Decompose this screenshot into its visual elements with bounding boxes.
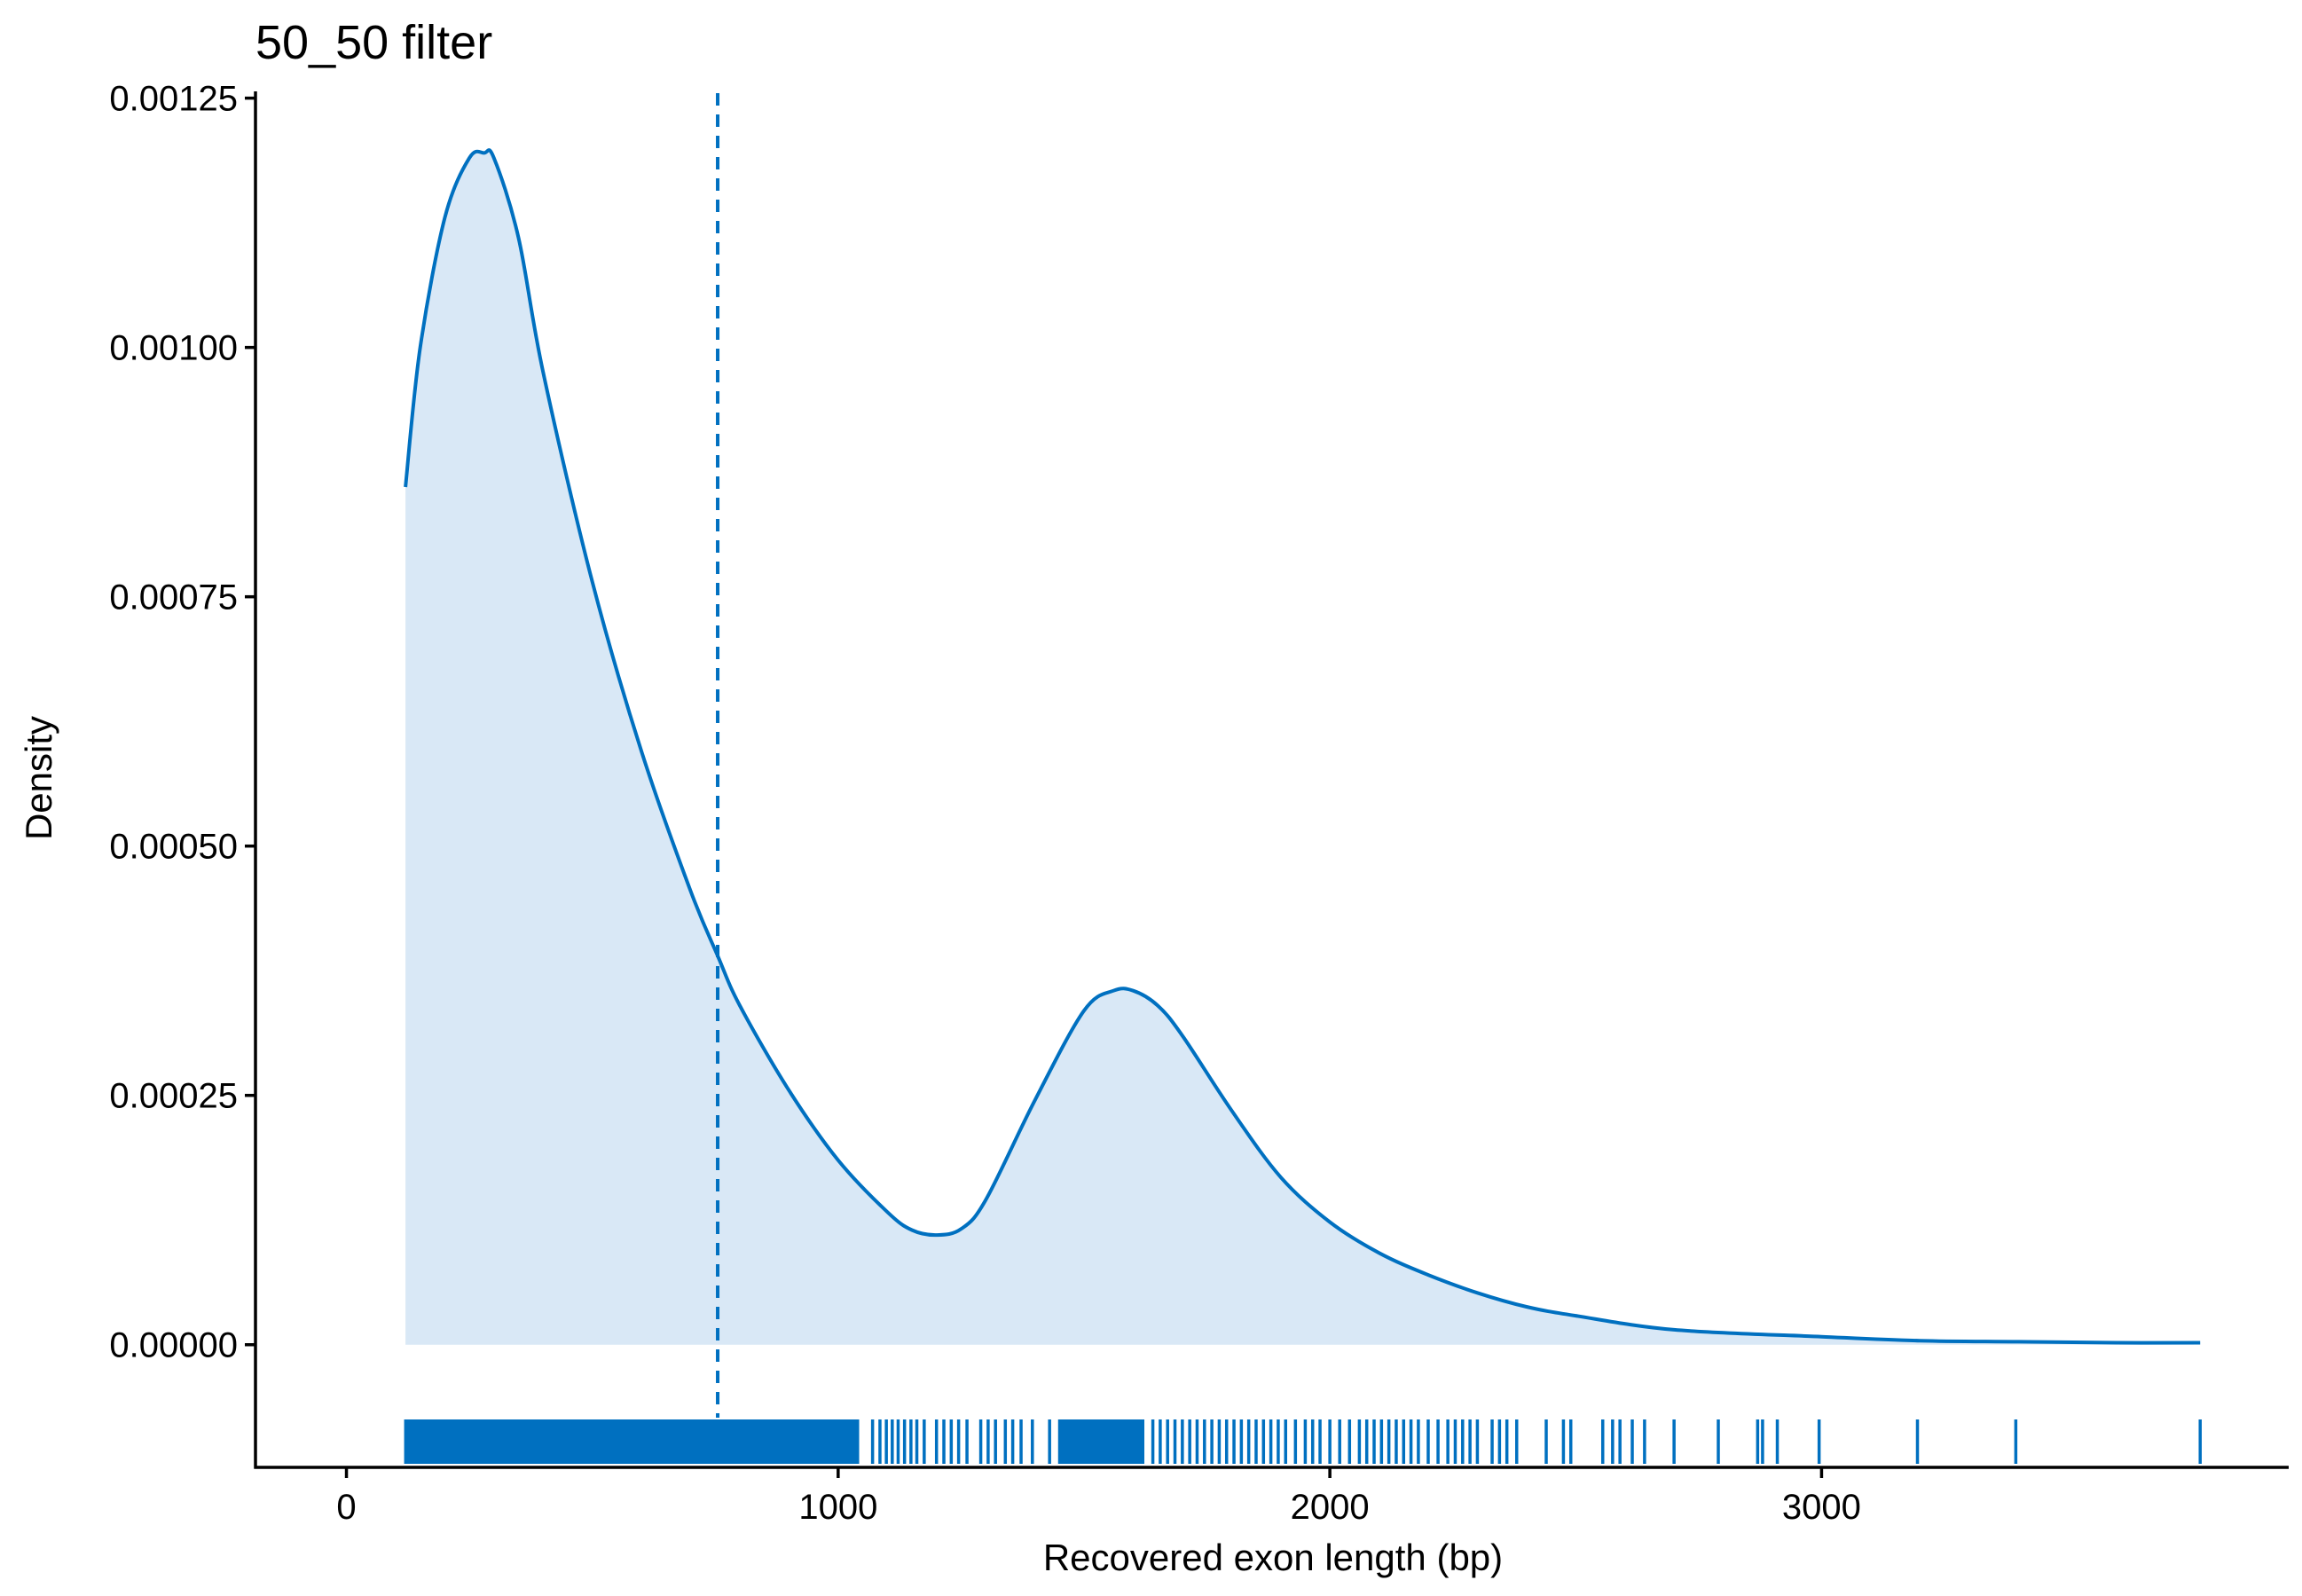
- rug-marks: [404, 1419, 2202, 1464]
- rug-dense-block: [1057, 1419, 1144, 1464]
- x-tick-label: 0: [336, 1488, 356, 1527]
- rug-dense-block: [404, 1419, 860, 1464]
- y-tick-label: 0.00125: [109, 80, 238, 119]
- y-axis-title: Density: [18, 716, 59, 840]
- x-axis-ticks: 0 1000 2000 3000: [336, 1467, 1861, 1527]
- density-fill: [405, 150, 2201, 1345]
- plot-area: [404, 93, 2202, 1464]
- x-tick-label: 1000: [798, 1488, 877, 1527]
- density-curve: [404, 148, 2201, 1345]
- x-tick-label: 3000: [1782, 1488, 1861, 1527]
- y-tick-label: 0.00100: [109, 329, 238, 368]
- y-tick-label: 0.00075: [109, 578, 238, 617]
- x-tick-label: 2000: [1291, 1488, 1370, 1527]
- y-tick-label: 0.00000: [109, 1326, 238, 1365]
- y-tick-label: 0.00050: [109, 828, 238, 867]
- y-tick-label: 0.00025: [109, 1077, 238, 1116]
- axes: 0.00000 0.00025 0.00050 0.00075 0.00100 0.001…: [109, 80, 2289, 1527]
- chart-title: 50_50 filter: [255, 16, 492, 69]
- y-axis-ticks: 0.00000 0.00025 0.00050 0.00075 0.00100 0.001…: [109, 80, 255, 1365]
- x-axis-title: Recovered exon length (bp): [1043, 1537, 1503, 1578]
